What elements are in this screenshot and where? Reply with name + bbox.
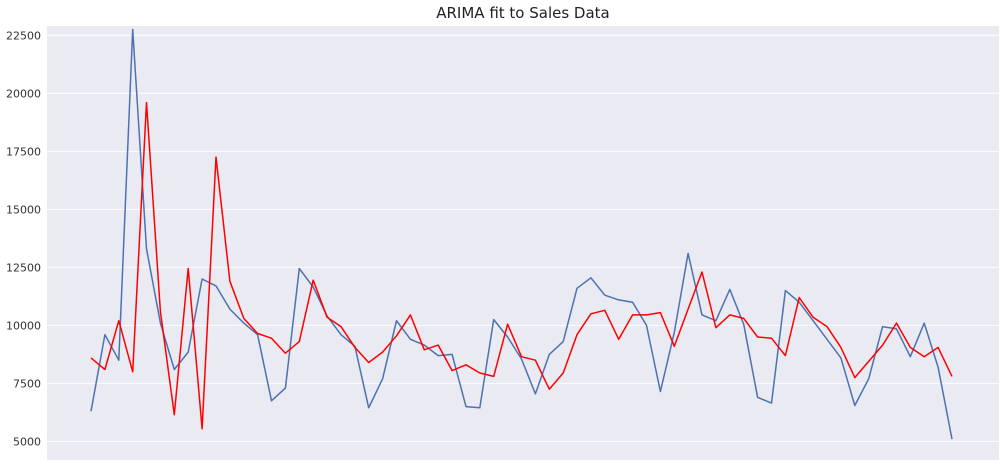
- chart-title: ARIMA fit to Sales Data: [436, 4, 610, 22]
- series-line-1: [90, 28, 953, 440]
- y-tick-label: 22500: [6, 29, 41, 42]
- plot-area: [47, 26, 999, 460]
- y-tick-label: 20000: [6, 87, 41, 100]
- series-line-2: [90, 101, 953, 430]
- y-tick-label: 5000: [13, 435, 41, 448]
- series-layer: [90, 28, 953, 440]
- y-tick-label: 10000: [6, 319, 41, 332]
- y-tick-label: 17500: [6, 145, 41, 158]
- y-tick-label: 12500: [6, 261, 41, 274]
- y-axis: 5000 7500 10000 12500 15000 17500 20000 22500: [6, 29, 41, 448]
- y-tick-label: 7500: [13, 377, 41, 390]
- grid-lines: [47, 34, 999, 442]
- y-tick-label: 15000: [6, 203, 41, 216]
